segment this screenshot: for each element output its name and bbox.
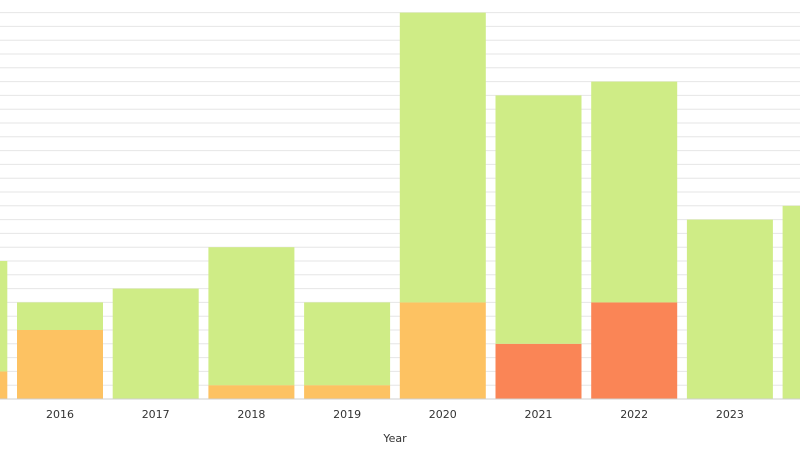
bar-segment-2016-s2 [17, 302, 103, 330]
bar-segment-2022-s0 [591, 302, 678, 399]
bar-segment-2019-s1 [304, 385, 391, 399]
x-axis-title: Year [382, 432, 407, 445]
bar-segment-2022-s2 [591, 81, 678, 303]
x-tick-label: 2016 [46, 408, 74, 421]
bar-segment-2019-s2 [304, 302, 391, 386]
bar-segment-2015-s1 [0, 371, 8, 399]
x-tick-labels: 2016 2017 2018 2019 2020 2021 2022 2023 [46, 408, 744, 421]
bar-segment-2018-s1 [208, 385, 295, 399]
bar-segment-2016-s1 [17, 330, 103, 399]
bar-segment-2020-s2 [399, 12, 486, 303]
bars [0, 12, 800, 399]
bar-segment-2018-s2 [208, 247, 295, 386]
x-tick-label: 2021 [525, 408, 553, 421]
bar-segment-2021-s0 [495, 343, 582, 399]
x-tick-label: 2020 [429, 408, 457, 421]
bar-segment-2020-s1 [399, 302, 486, 399]
bar-segment-2015-s2 [0, 261, 8, 372]
x-tick-label: 2023 [716, 408, 744, 421]
x-tick-label: 2018 [237, 408, 265, 421]
bar-segment-2024-s2 [782, 205, 800, 399]
x-tick-label: 2019 [333, 408, 361, 421]
bar-segment-2021-s2 [495, 95, 582, 344]
bar-segment-2017-s2 [112, 288, 199, 399]
bar-segment-2023-s2 [686, 219, 773, 399]
x-tick-label: 2017 [142, 408, 170, 421]
x-tick-label: 2022 [620, 408, 648, 421]
